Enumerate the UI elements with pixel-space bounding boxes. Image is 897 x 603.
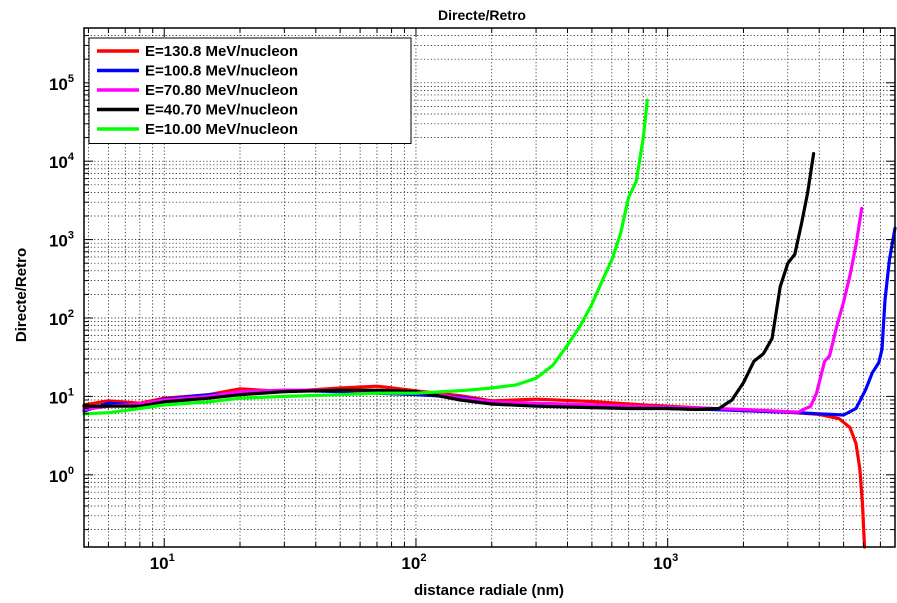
x-tick-base: 10 xyxy=(150,554,169,573)
y-tick-label: 102 xyxy=(49,308,74,329)
series-line-4 xyxy=(82,98,649,416)
legend-entry: E=130.8 MeV/nucleon xyxy=(145,43,298,60)
plot-area-frame xyxy=(83,27,896,548)
y-tick-label: 104 xyxy=(49,151,75,172)
y-tick-base: 10 xyxy=(49,388,68,407)
legend-entry: E=100.8 MeV/nucleon xyxy=(145,63,298,80)
y-tick-label: 103 xyxy=(49,230,74,251)
y-tick-base: 10 xyxy=(49,153,68,172)
series-line-3 xyxy=(82,152,816,412)
y-tick-base: 10 xyxy=(49,310,68,329)
grid xyxy=(84,27,896,547)
x-tick-exponent: 2 xyxy=(420,552,426,564)
y-tick-exponent: 4 xyxy=(68,151,75,163)
x-tick-base: 10 xyxy=(401,554,420,573)
y-tick-label: 100 xyxy=(49,465,74,486)
x-tick-label: 101 xyxy=(150,552,175,573)
y-tick-exponent: 1 xyxy=(68,386,74,398)
x-tick-exponent: 3 xyxy=(672,552,678,564)
x-tick-label: 103 xyxy=(653,552,678,573)
y-tick-base: 10 xyxy=(49,232,68,251)
legend-entry: E=40.70 MeV/nucleon xyxy=(145,102,298,119)
x-tick-exponent: 1 xyxy=(169,552,175,564)
y-tick-exponent: 3 xyxy=(68,230,74,242)
legend-entry: E=70.80 MeV/nucleon xyxy=(145,82,298,99)
y-tick-label: 101 xyxy=(49,386,74,407)
y-tick-base: 10 xyxy=(49,467,68,486)
y-tick-exponent: 2 xyxy=(68,308,74,320)
x-tick-base: 10 xyxy=(653,554,672,573)
y-axis-label: Directe/Retro xyxy=(13,248,30,342)
legend-entry: E=10.00 MeV/nucleon xyxy=(145,121,298,138)
x-tick-label: 102 xyxy=(401,552,426,573)
y-tick-base: 10 xyxy=(49,75,68,94)
legend: E=130.8 MeV/nucleon E=100.8 MeV/nucleon E=… xyxy=(88,37,412,144)
chart-title: Directe/Retro xyxy=(438,7,526,23)
series-lines xyxy=(82,98,897,549)
x-axis-label: distance radiale (nm) xyxy=(414,582,564,599)
legend-box xyxy=(88,37,412,144)
y-tick-exponent: 0 xyxy=(68,465,74,477)
series-line-2 xyxy=(82,206,864,414)
y-tick-label: 105 xyxy=(49,73,74,94)
y-tick-exponent: 5 xyxy=(68,73,74,85)
